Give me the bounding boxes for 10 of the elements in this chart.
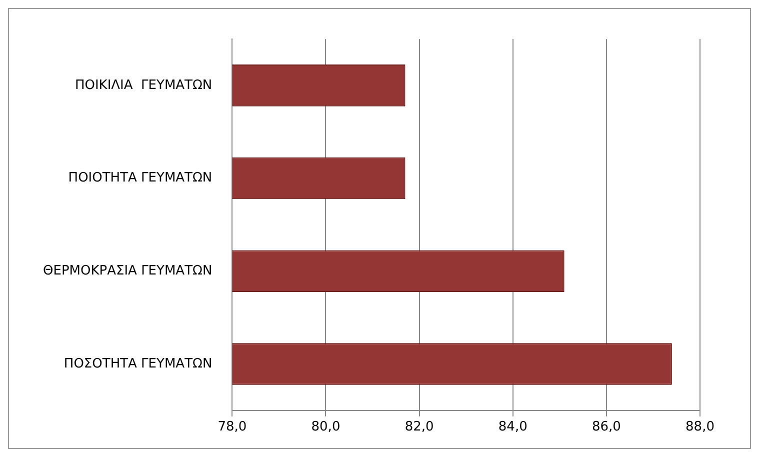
x-tick-label: 88,0 (686, 420, 714, 435)
x-tick-label: 80,0 (311, 420, 340, 435)
y-tick-label: ΠΟΙΟΤΗΤΑ ΓΕΥΜΑΤΩΝ (68, 170, 212, 186)
x-tick-label: 78,0 (218, 420, 247, 435)
x-tick-label: 86,0 (592, 420, 621, 435)
y-tick-label: ΠΟΙΚΙΛΙΑ ΓΕΥΜΑΤΩΝ (74, 78, 212, 93)
x-tick-label: 84,0 (498, 420, 528, 435)
x-tick-label: 82,0 (404, 420, 434, 435)
y-tick-label: ΘΕΡΜΟΚΡΑΣΙΑ ΓΕΥΜΑΤΩΝ (43, 264, 212, 278)
y-tick-label: ΠΟΣΟΤΗΤΑ ΓΕΥΜΑΤΩΝ (64, 356, 212, 372)
